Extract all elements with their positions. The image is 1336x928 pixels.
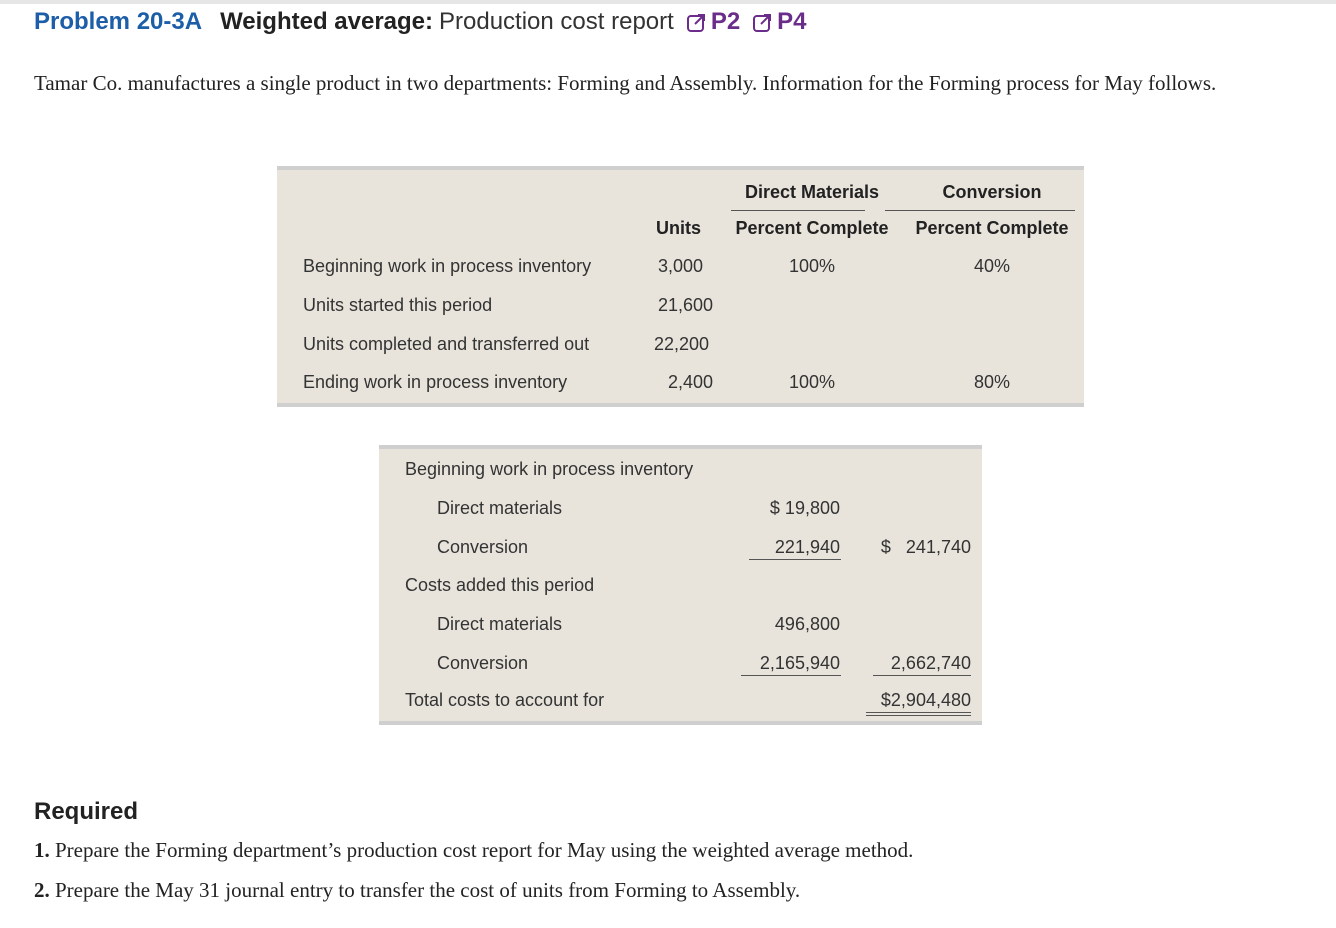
beg-dm-value: $ 19,800 [769, 498, 840, 518]
add-conv-label: Conversion [437, 653, 529, 673]
item-text: Prepare the Forming department’s product… [55, 838, 914, 862]
item-number: 2. [34, 878, 50, 902]
conv-group-header: Conversion [942, 182, 1042, 202]
costs-added-label: Costs added this period [405, 575, 595, 595]
add-dm-value: 496,800 [774, 614, 840, 634]
row-dm: 100% [788, 372, 836, 392]
beg-dm-label: Direct materials [437, 498, 563, 518]
objective-label: P2 [710, 8, 741, 35]
row-units: 21,600 [657, 295, 713, 315]
required-item-1: 1. Prepare the Forming department’s prod… [34, 838, 913, 863]
row-label: Ending work in process inventory [303, 372, 568, 392]
add-conv-value: 2,165,940 [759, 653, 840, 673]
total-underline [873, 675, 971, 676]
objective-label: P4 [777, 8, 807, 35]
row-label: Units completed and transferred out [303, 334, 590, 354]
header-underline [731, 210, 865, 211]
row-units: 2,400 [667, 372, 713, 392]
beg-conv-value: 221,940 [774, 537, 840, 557]
units-header: Units [656, 218, 701, 238]
objective-link-p2[interactable]: P2 [686, 8, 740, 36]
problem-title: Weighted average: [220, 8, 434, 35]
objective-link-p4[interactable]: P4 [752, 8, 807, 36]
row-label: Beginning work in process inventory [303, 256, 592, 276]
required-item-2: 2. Prepare the May 31 journal entry to t… [34, 878, 800, 903]
row-units: 22,200 [653, 334, 709, 354]
problem-subtitle: Production cost report [439, 8, 674, 35]
conv-percent-header: Percent Complete [915, 218, 1069, 238]
intro-paragraph: Tamar Co. manufactures a single product … [34, 71, 1217, 95]
row-conv: 80% [973, 372, 1011, 392]
subtotal-underline [741, 675, 841, 676]
beg-conv-label: Conversion [437, 537, 529, 557]
row-dm: 100% [788, 256, 836, 276]
add-dm-label: Direct materials [437, 614, 563, 634]
item-number: 1. [34, 838, 50, 862]
beg-total-value: $ 241,740 [880, 537, 971, 557]
external-link-icon [753, 14, 772, 32]
row-conv: 40% [973, 256, 1011, 276]
external-link-icon [686, 14, 705, 32]
double-underline [866, 712, 971, 713]
row-units: 3,000 [657, 256, 703, 276]
dm-percent-header: Percent Complete [735, 218, 889, 238]
header-underline [885, 210, 1075, 211]
double-underline [866, 715, 971, 716]
total-costs-value: $2,904,480 [880, 690, 971, 710]
required-heading: Required [34, 798, 139, 825]
dm-group-header: Direct Materials [744, 182, 880, 202]
top-border [0, 0, 1336, 4]
cost-table: Beginning work in process inventory Dire… [379, 445, 982, 725]
problem-number: Problem 20-3A [34, 8, 203, 35]
item-text: Prepare the May 31 journal entry to tran… [55, 878, 801, 902]
add-total-value: 2,662,740 [890, 653, 971, 673]
subtotal-underline [749, 559, 841, 560]
total-costs-label: Total costs to account for [405, 690, 605, 710]
beginning-wip-label: Beginning work in process inventory [405, 459, 694, 479]
row-label: Units started this period [303, 295, 493, 315]
problem-header: Problem 20-3A Weighted average: Producti… [34, 8, 807, 36]
units-table: Direct Materials Conversion Units Percen… [277, 166, 1084, 407]
